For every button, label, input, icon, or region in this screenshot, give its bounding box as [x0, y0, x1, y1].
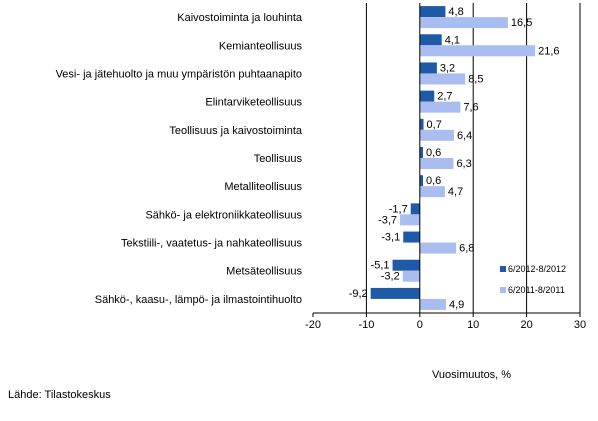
bar-series-1: [410, 203, 420, 215]
bar-series-1: [419, 175, 424, 187]
legend-swatch: [500, 287, 506, 293]
category-labels: Kaivostoiminta ja louhinta Kemianteollisu…: [56, 12, 303, 306]
bar-series-2: [419, 129, 454, 141]
x-tick-label: -20: [305, 319, 321, 331]
legend-label: 6/2012-8/2012: [508, 264, 566, 274]
value-label: 21,6: [538, 45, 559, 57]
category-label: Vesi- ja jätehuolto ja muu ympäristön pu…: [56, 68, 302, 80]
bar-series-2: [419, 242, 457, 254]
value-label: -1,7: [389, 203, 408, 215]
bar-series-1: [419, 6, 446, 18]
category-label: Sähkö-, kaasu-, lämpö- ja ilmastointihuo…: [95, 294, 302, 306]
value-label: 0,6: [426, 147, 441, 159]
value-label: 0,7: [427, 119, 442, 131]
bar-series-2: [419, 45, 536, 57]
bar-series-1: [370, 287, 420, 299]
x-axis: -20 -10 0 10 20 30: [305, 3, 586, 331]
category-label: Teollisuus: [254, 153, 303, 165]
category-label: Kemianteollisuus: [219, 40, 303, 52]
value-label: 4,8: [448, 6, 463, 18]
value-label: 3,2: [440, 62, 455, 74]
bar-series-1: [419, 147, 424, 158]
bar-series-1: [392, 259, 420, 271]
bar-series-2: [419, 73, 466, 85]
value-label: 4,7: [448, 186, 463, 198]
value-label: 6,4: [457, 130, 472, 142]
bar-series-2: [419, 101, 461, 113]
bar-series-2: [419, 298, 446, 310]
x-tick-label: 20: [520, 319, 532, 331]
category-label: Teollisuus ja kaivostoiminta: [169, 125, 303, 137]
bar-series-2: [402, 270, 420, 282]
bar-series-1: [403, 231, 420, 243]
value-label: 2,7: [437, 91, 452, 103]
category-label: Kaivostoiminta ja louhinta: [177, 12, 303, 24]
x-axis-label: Vuosimuutos, %: [432, 369, 511, 381]
value-label: 0,6: [426, 175, 441, 187]
category-label: Sähkö- ja elektroniikkateollisuus: [145, 209, 302, 221]
category-label: Metsäteollisuus: [226, 266, 302, 278]
value-label: 8,5: [468, 73, 483, 85]
bar-series-1: [419, 90, 435, 102]
value-label: 4,1: [445, 34, 460, 46]
value-label: 16,5: [511, 17, 532, 29]
category-label: Tekstiili-, vaatetus- ja nahkateollisuus: [121, 238, 302, 250]
value-label: 6,8: [459, 243, 474, 255]
bars: [370, 6, 536, 310]
bar-series-1: [419, 62, 437, 74]
bar-series-2: [400, 214, 420, 226]
value-label: -3,1: [381, 232, 400, 244]
bar-series-1: [419, 118, 424, 130]
value-label: 6,3: [456, 158, 471, 170]
value-label: -5,1: [371, 260, 390, 272]
bar-series-2: [419, 158, 454, 169]
x-tick-label: -10: [358, 319, 374, 331]
value-label: -9,2: [349, 288, 368, 300]
category-label: Elintarviketeollisuus: [205, 97, 302, 109]
category-label: Metalliteollisuus: [224, 181, 302, 193]
value-label: 7,6: [463, 102, 478, 114]
x-tick-label: 10: [467, 319, 479, 331]
x-tick-label: 0: [417, 319, 423, 331]
x-tick-label: 30: [574, 319, 586, 331]
bar-series-2: [419, 17, 508, 29]
value-label: -3,2: [381, 271, 400, 283]
value-labels: 4,8 4,1 3,2 2,7 0,7 0,6 0,6 -1,7 -3,1 -5,1 -9,2 16,…: [349, 6, 560, 311]
value-label: -3,7: [378, 214, 397, 226]
value-label: 4,9: [449, 299, 464, 311]
legend-swatch: [500, 266, 506, 272]
legend: 6/2012-8/2012 6/2011-8/2011: [500, 264, 566, 295]
bar-series-2: [419, 186, 445, 198]
legend-label: 6/2011-8/2011: [508, 285, 565, 295]
source-note: Lähde: Tilastokeskus: [8, 389, 111, 401]
bar-series-1: [419, 34, 442, 46]
